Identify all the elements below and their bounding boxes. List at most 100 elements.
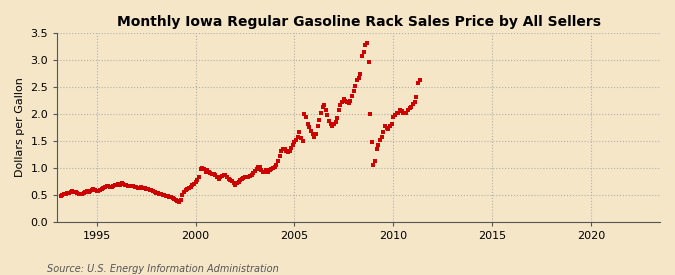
Point — [378, 130, 389, 134]
Point — [377, 135, 387, 139]
Point — [302, 121, 313, 126]
Point — [223, 176, 234, 181]
Point — [218, 173, 229, 177]
Point — [330, 120, 341, 125]
Point — [238, 176, 249, 180]
Point — [132, 186, 143, 190]
Point — [403, 108, 414, 112]
Point — [383, 127, 394, 131]
Point — [315, 111, 326, 115]
Point — [235, 178, 246, 182]
Point — [344, 101, 354, 105]
Point — [307, 132, 318, 137]
Point — [144, 188, 155, 192]
Point — [164, 195, 175, 199]
Point — [352, 78, 362, 82]
Point — [98, 186, 109, 190]
Point — [363, 59, 374, 64]
Point — [221, 175, 232, 179]
Point — [108, 183, 119, 188]
Point — [347, 94, 358, 98]
Point — [322, 113, 333, 118]
Point — [82, 189, 92, 193]
Point — [205, 170, 216, 175]
Point — [74, 191, 84, 196]
Point — [85, 189, 96, 193]
Point — [253, 164, 264, 169]
Point — [371, 147, 382, 151]
Point — [364, 112, 375, 116]
Point — [192, 177, 202, 182]
Point — [256, 168, 267, 173]
Point — [273, 159, 284, 164]
Point — [184, 186, 194, 191]
Point — [323, 119, 334, 123]
Point — [115, 182, 126, 187]
Point — [292, 135, 303, 139]
Point — [91, 189, 102, 193]
Point — [172, 199, 183, 204]
Point — [266, 167, 277, 171]
Point — [412, 81, 423, 85]
Point — [233, 180, 244, 184]
Point — [284, 149, 295, 153]
Point — [291, 138, 302, 142]
Point — [97, 187, 107, 191]
Point — [189, 182, 200, 186]
Point — [226, 179, 237, 183]
Point — [276, 148, 287, 153]
Point — [142, 187, 153, 192]
Point — [62, 191, 73, 195]
Point — [281, 148, 292, 153]
Point — [277, 147, 288, 152]
Point — [308, 135, 319, 139]
Point — [333, 108, 344, 112]
Point — [269, 165, 280, 169]
Point — [261, 168, 272, 173]
Point — [368, 163, 379, 167]
Point — [149, 189, 160, 194]
Point — [251, 167, 262, 172]
Point — [298, 139, 308, 143]
Point — [319, 103, 329, 107]
Point — [111, 183, 122, 187]
Point — [106, 185, 117, 189]
Point — [187, 183, 198, 187]
Point — [134, 186, 145, 191]
Point — [198, 167, 209, 172]
Point — [408, 102, 418, 106]
Point — [153, 191, 163, 195]
Point — [68, 189, 79, 194]
Point — [154, 191, 165, 196]
Point — [174, 200, 185, 204]
Point — [375, 138, 385, 142]
Point — [179, 190, 190, 194]
Point — [259, 169, 270, 174]
Point — [182, 187, 193, 192]
Point — [203, 169, 214, 174]
Point — [306, 129, 317, 133]
Point — [355, 72, 366, 77]
Point — [101, 183, 112, 188]
Point — [165, 195, 176, 200]
Point — [180, 188, 191, 193]
Point — [411, 94, 422, 99]
Point — [393, 111, 404, 115]
Point — [123, 183, 134, 188]
Point — [370, 159, 381, 164]
Point — [213, 176, 224, 181]
Point — [385, 124, 396, 128]
Point — [263, 169, 273, 174]
Point — [265, 168, 275, 172]
Point — [310, 132, 321, 137]
Point — [338, 97, 349, 101]
Point — [93, 189, 104, 193]
Point — [113, 182, 124, 186]
Point — [373, 143, 384, 147]
Point — [202, 168, 213, 173]
Point — [250, 169, 261, 173]
Point — [345, 99, 356, 104]
Text: Source: U.S. Energy Information Administration: Source: U.S. Energy Information Administ… — [47, 264, 279, 274]
Point — [392, 111, 402, 115]
Point — [141, 187, 152, 191]
